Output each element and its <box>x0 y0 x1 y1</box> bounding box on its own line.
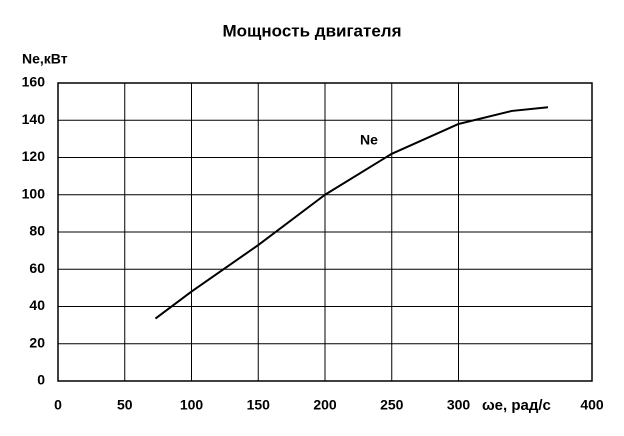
x-tick-label: 300 <box>447 397 471 413</box>
y-tick-label: 80 <box>29 223 45 239</box>
x-tick-label: 250 <box>380 397 404 413</box>
annotation: Ne <box>360 132 378 148</box>
y-tick-label: 40 <box>29 297 45 313</box>
x-tick-label: 0 <box>54 397 62 413</box>
series-line <box>154 106 549 320</box>
y-tick-label: 20 <box>29 334 45 350</box>
x-tick-label: 200 <box>313 397 337 413</box>
x-tick-label: 50 <box>117 397 133 413</box>
x-axis-label: ωe, рад/с <box>482 397 551 414</box>
y-tick-label: 140 <box>22 111 46 127</box>
chart-title: Мощность двигателя <box>223 21 402 40</box>
y-axis-label: Ne,кВт <box>22 51 68 67</box>
plot-border <box>57 82 593 382</box>
y-tick-label: 60 <box>29 260 45 276</box>
x-tick-label: 150 <box>247 397 271 413</box>
y-tick-label: 100 <box>22 185 46 201</box>
x-tick-label: 400 <box>580 397 604 413</box>
y-tick-label: 160 <box>22 74 46 90</box>
y-tick-label: 120 <box>22 148 46 164</box>
x-tick-label: 100 <box>180 397 204 413</box>
y-tick-label: 0 <box>37 372 45 388</box>
